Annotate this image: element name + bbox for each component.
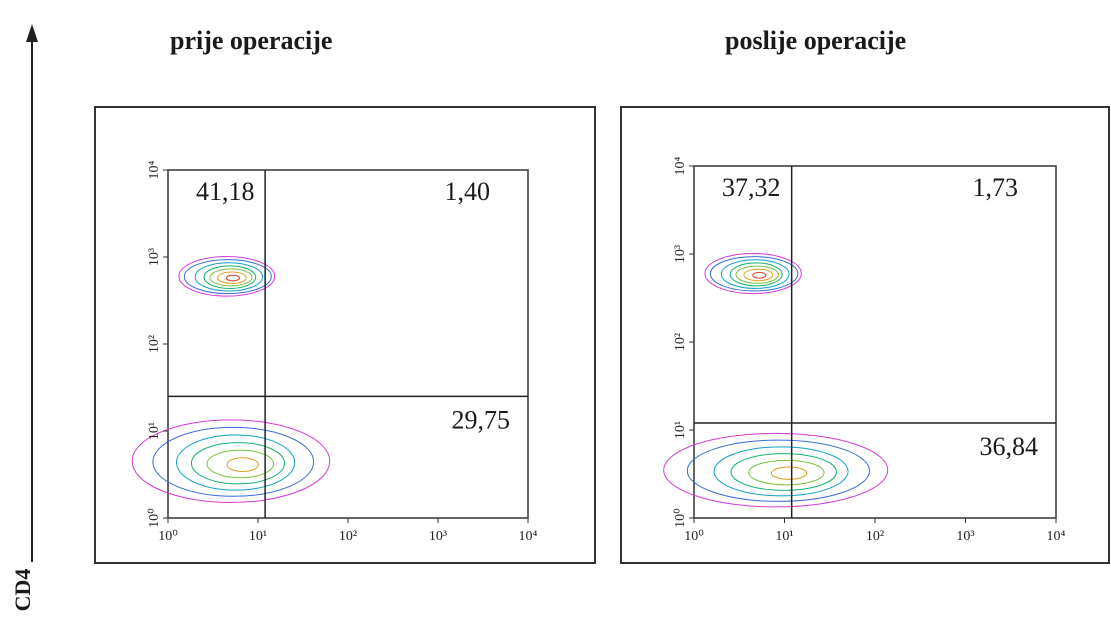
quadrant-upper-left-label: 37,32	[722, 173, 781, 202]
contour-line	[175, 434, 296, 491]
x-tick-label: 10¹	[249, 529, 267, 544]
contour-line	[183, 259, 272, 295]
y-tick-label: 10⁰	[673, 508, 688, 528]
contour-line	[225, 274, 240, 282]
contour-line	[709, 256, 799, 292]
plot-area	[693, 165, 1057, 519]
contour-line	[152, 426, 315, 497]
contour-line	[770, 466, 808, 480]
x-tick-label: 10³	[429, 529, 447, 544]
plot-area	[167, 169, 529, 519]
panel-frame-before	[94, 106, 596, 564]
y-axis-arrow	[31, 40, 33, 562]
quadrant-upper-left-label: 41,18	[196, 177, 255, 206]
contour-line	[735, 265, 779, 284]
y-tick-label: 10³	[147, 248, 162, 266]
contour-line	[704, 252, 802, 295]
contour-line	[748, 459, 825, 486]
contour-line	[663, 432, 889, 508]
contour-line	[178, 255, 276, 297]
y-tick-label: 10⁰	[147, 508, 162, 528]
x-tick-label: 10⁰	[158, 529, 178, 544]
contour-line	[730, 453, 837, 491]
contour-line	[131, 419, 331, 503]
quadrant-lower-right-label: 29,75	[452, 405, 511, 434]
contour-line	[729, 262, 783, 287]
y-tick-label: 10²	[673, 333, 688, 351]
contour-line	[720, 259, 790, 289]
y-tick-label: 10²	[147, 335, 162, 353]
quadrant-upper-right-label: 1,40	[445, 177, 491, 206]
x-tick-label: 10²	[339, 529, 357, 544]
y-tick-label: 10⁴	[673, 156, 688, 175]
x-tick-label: 10⁰	[684, 529, 704, 544]
y-tick-label: 10⁴	[147, 160, 162, 179]
panel-title-after: poslije operacije	[725, 26, 907, 55]
y-tick-label: 10¹	[673, 421, 688, 439]
x-tick-label: 10⁴	[519, 529, 538, 544]
y-tick-label: 10¹	[147, 422, 162, 440]
x-tick-label: 10⁴	[1047, 529, 1066, 544]
contour-line	[226, 457, 259, 473]
y-tick-label: 10³	[673, 245, 688, 263]
quadrant-upper-right-label: 1,73	[973, 173, 1019, 202]
panel-title-before: prije operacije	[170, 26, 333, 55]
x-tick-label: 10¹	[775, 529, 793, 544]
contour-line	[190, 442, 285, 485]
contour-line	[206, 449, 275, 479]
quadrant-lower-right-label: 36,84	[980, 432, 1039, 461]
contour-line	[217, 271, 247, 284]
x-tick-label: 10²	[866, 529, 884, 544]
y-axis-arrow-head	[26, 24, 38, 42]
contour-line	[194, 262, 264, 292]
contour-line	[713, 446, 849, 497]
contour-line	[209, 268, 253, 287]
x-tick-label: 10³	[956, 529, 974, 544]
contour-line	[752, 271, 767, 279]
contour-line	[686, 439, 871, 502]
contour-line	[743, 268, 774, 282]
contour-line	[203, 265, 257, 289]
